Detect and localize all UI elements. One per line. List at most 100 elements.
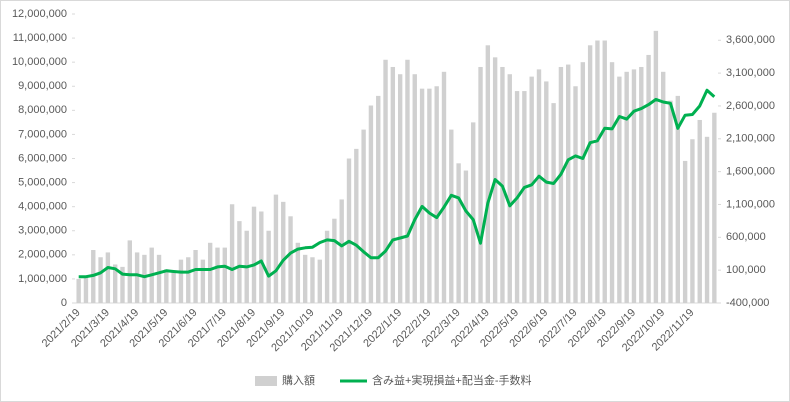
bar [485, 45, 491, 303]
bar [229, 204, 235, 303]
bar [478, 66, 483, 303]
bar [456, 163, 461, 303]
bar [624, 71, 629, 303]
bar [441, 71, 447, 303]
bar [551, 103, 556, 303]
y2-tick-label: -400,000 [726, 297, 769, 309]
y-tick-label: 7,000,000 [18, 128, 67, 140]
bar [105, 252, 111, 303]
bar [646, 54, 651, 303]
y-tick-label: 9,000,000 [18, 80, 67, 92]
bar [697, 119, 702, 303]
bar [171, 271, 176, 303]
y2-tick-label: 2,100,000 [726, 133, 775, 145]
bar [288, 216, 293, 303]
y2-tick-label: 100,000 [726, 264, 766, 276]
bar [449, 129, 454, 303]
bar [237, 221, 242, 303]
legend-swatch [255, 376, 277, 386]
bar [178, 259, 184, 303]
y-tick-label: 3,000,000 [18, 225, 67, 237]
y2-tick-label: 3,100,000 [726, 67, 775, 79]
y-tick-label: 6,000,000 [18, 152, 67, 164]
bar [383, 59, 388, 304]
bar [544, 81, 549, 303]
bar [310, 257, 315, 303]
bar [324, 230, 330, 303]
bar [266, 230, 271, 303]
bar [712, 112, 717, 303]
bar [587, 45, 593, 303]
bar [682, 160, 688, 303]
legend-label: 購入額 [282, 373, 315, 387]
y2-tick-label: 3,600,000 [726, 34, 775, 46]
bar [434, 86, 439, 303]
bar [156, 254, 162, 303]
bar [295, 242, 301, 303]
y-tick-label: 0 [61, 297, 67, 309]
bar [405, 59, 410, 304]
bar [471, 122, 476, 303]
bar [573, 86, 578, 303]
y-tick-label: 4,000,000 [18, 201, 67, 213]
bar [595, 40, 600, 303]
bar [602, 40, 607, 303]
y-tick-label: 1,000,000 [18, 273, 67, 285]
bar [653, 30, 659, 303]
bar [193, 250, 198, 303]
bar [339, 199, 344, 303]
bar [83, 276, 89, 303]
bar [332, 218, 337, 303]
bar [661, 71, 666, 303]
bar [609, 62, 615, 303]
bar [361, 129, 366, 303]
bar [631, 69, 637, 304]
bar [207, 242, 213, 303]
bar [566, 64, 571, 303]
bar [186, 257, 191, 303]
bar [98, 257, 103, 303]
y-tick-label: 8,000,000 [18, 104, 67, 116]
bar [317, 259, 322, 303]
bar [536, 69, 542, 304]
bar [200, 259, 206, 303]
bar [164, 269, 169, 303]
bar [354, 148, 359, 303]
y2-tick-label: 600,000 [726, 231, 766, 243]
bar [529, 76, 534, 303]
y-tick-label: 5,000,000 [18, 176, 67, 188]
bar [142, 254, 147, 303]
y-tick-label: 11,000,000 [13, 32, 67, 44]
bar [281, 201, 286, 303]
bar [376, 95, 381, 303]
legend-label: 含み益+実現損益+配当金-手数料 [372, 373, 532, 387]
bar [259, 211, 264, 303]
bar [675, 95, 681, 303]
y2-tick-label: 1,600,000 [726, 166, 775, 178]
bar [507, 74, 512, 303]
bar [558, 66, 564, 303]
y-tick-label: 12,000,000 [12, 8, 67, 20]
bar [215, 247, 220, 303]
bar [120, 266, 125, 303]
bar [580, 62, 586, 303]
bar [412, 74, 417, 303]
bar [617, 76, 622, 303]
bar [112, 264, 118, 303]
bar [668, 100, 673, 303]
bar [390, 66, 396, 303]
y2-tick-label: 2,600,000 [726, 100, 775, 112]
bar [522, 91, 527, 303]
line [78, 88, 716, 279]
bar [222, 247, 227, 303]
y-tick-label: 2,000,000 [18, 249, 67, 261]
bar [368, 105, 374, 304]
y-tick-label: 10,000,000 [12, 56, 67, 68]
bar [427, 88, 432, 304]
bar [346, 158, 352, 303]
y2-tick-label: 1,100,000 [726, 198, 775, 210]
bar [251, 206, 257, 303]
bar [273, 194, 279, 303]
bar [302, 254, 308, 303]
